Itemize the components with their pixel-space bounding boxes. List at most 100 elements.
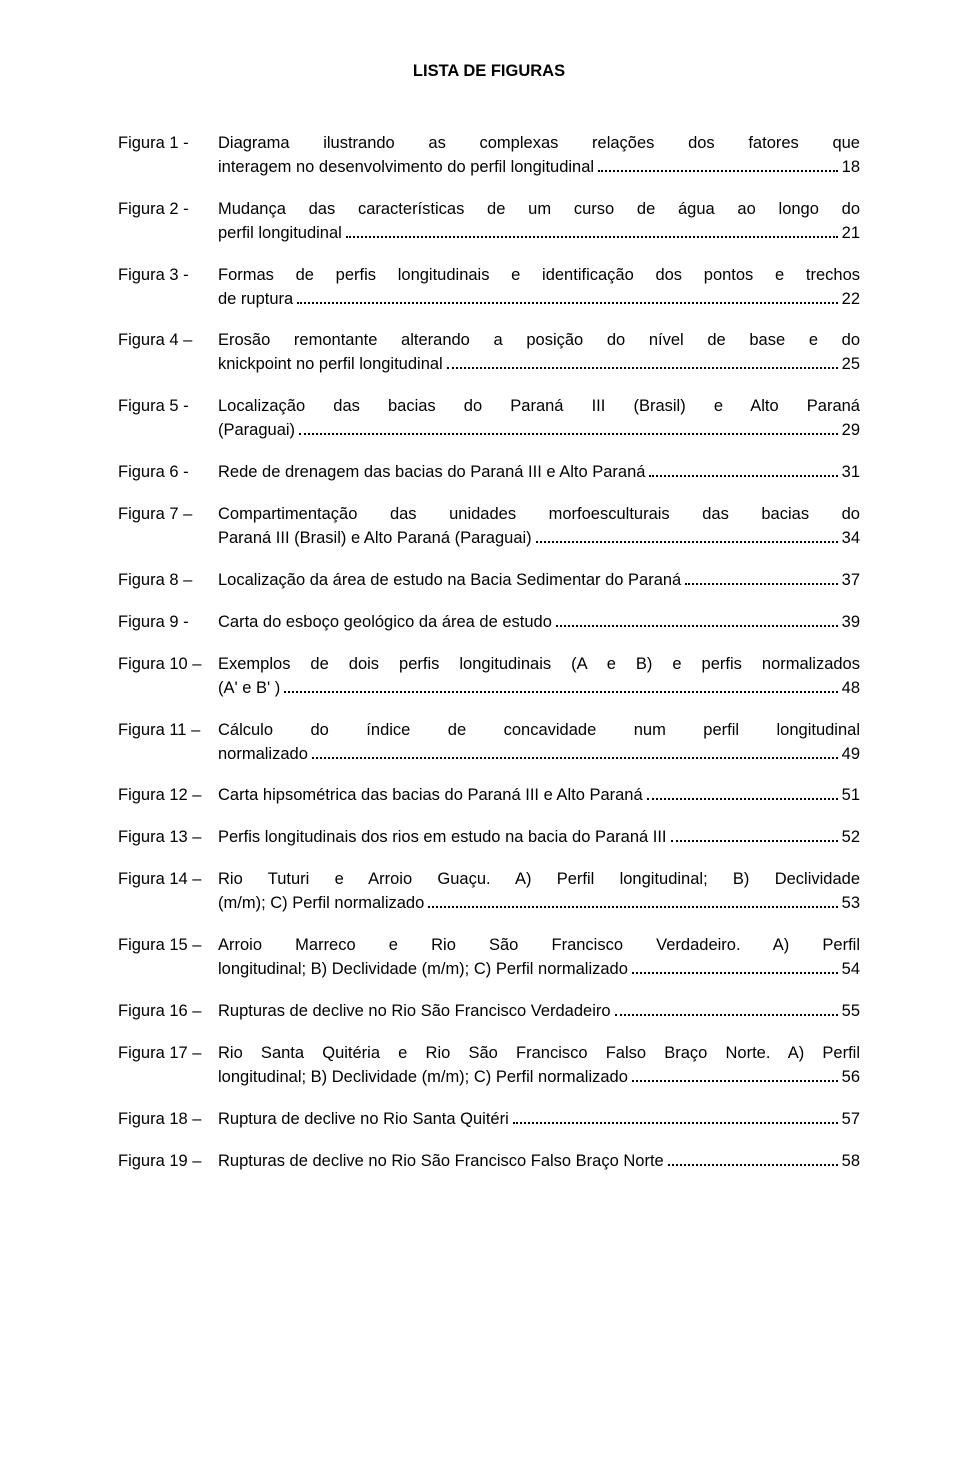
dot-leader: [668, 1151, 838, 1166]
figure-label: Figura 9 -: [118, 611, 218, 635]
dot-leader: [671, 828, 838, 843]
page-number: 54: [842, 958, 860, 982]
figure-description-text: Formas de perfis longitudinais e identif…: [218, 264, 860, 288]
dot-leader: [299, 420, 838, 435]
figure-description-text: Exemplos de dois perfis longitudinais (A…: [218, 653, 860, 677]
dot-leader: [346, 223, 838, 238]
page-number: 21: [842, 222, 860, 246]
figure-entry: Figura 17 –Rio Santa Quitéria e Rio São …: [118, 1042, 860, 1090]
page-number: 22: [842, 288, 860, 312]
figure-label: Figura 11 –: [118, 719, 218, 743]
figure-description-text: Erosão remontante alterando a posição do…: [218, 329, 860, 353]
figure-description: Rede de drenagem das bacias do Paraná II…: [218, 461, 860, 485]
figure-last-line: Rupturas de declive no Rio São Francisco…: [218, 1000, 860, 1024]
page-number: 51: [842, 784, 860, 808]
figure-description: Rupturas de declive no Rio São Francisco…: [218, 1150, 860, 1174]
figure-last-line: Perfis longitudinais dos rios em estudo …: [218, 826, 860, 850]
figure-last-line: perfil longitudinal 21: [218, 222, 860, 246]
page-number: 57: [842, 1108, 860, 1132]
figure-label: Figura 7 –: [118, 503, 218, 527]
figure-description: Rupturas de declive no Rio São Francisco…: [218, 1000, 860, 1024]
dot-leader: [536, 528, 838, 543]
figure-last-text: Rede de drenagem das bacias do Paraná II…: [218, 461, 645, 485]
figure-entry: Figura 7 –Compartimentação das unidades …: [118, 503, 860, 551]
figure-last-text: (A' e B' ): [218, 677, 280, 701]
page-number: 53: [842, 892, 860, 916]
figure-last-text: Localização da área de estudo na Bacia S…: [218, 569, 681, 593]
figure-last-text: Paraná III (Brasil) e Alto Paraná (Parag…: [218, 527, 532, 551]
figure-description: Rio Tuturi e Arroio Guaçu. A) Perfil lon…: [218, 868, 860, 916]
figure-last-text: normalizado: [218, 743, 308, 767]
figure-description-text: Cálculo do índice de concavidade num per…: [218, 719, 860, 743]
figure-list: Figura 1 -Diagrama ilustrando as complex…: [118, 132, 860, 1174]
figure-label: Figura 12 –: [118, 784, 218, 808]
figure-description: Carta do esboço geológico da área de est…: [218, 611, 860, 635]
figure-last-text: perfil longitudinal: [218, 222, 342, 246]
figure-label: Figura 5 -: [118, 395, 218, 419]
figure-last-text: Carta hipsométrica das bacias do Paraná …: [218, 784, 643, 808]
figure-label: Figura 19 –: [118, 1150, 218, 1174]
figure-last-line: de ruptura 22: [218, 288, 860, 312]
figure-entry: Figura 13 –Perfis longitudinais dos rios…: [118, 826, 860, 850]
figure-last-line: knickpoint no perfil longitudinal25: [218, 353, 860, 377]
page-number: 49: [842, 743, 860, 767]
dot-leader: [685, 570, 837, 585]
figure-description: Erosão remontante alterando a posição do…: [218, 329, 860, 377]
dot-leader: [632, 959, 838, 974]
figure-last-line: Rupturas de declive no Rio São Francisco…: [218, 1150, 860, 1174]
page-title: LISTA DE FIGURAS: [118, 60, 860, 84]
figure-last-line: (Paraguai)29: [218, 419, 860, 443]
figure-last-line: Localização da área de estudo na Bacia S…: [218, 569, 860, 593]
dot-leader: [297, 289, 837, 304]
figure-last-line: (A' e B' ) 48: [218, 677, 860, 701]
figure-last-line: interagem no desenvolvimento do perfil l…: [218, 156, 860, 180]
figure-entry: Figura 2 -Mudança das características de…: [118, 198, 860, 246]
figure-entry: Figura 4 –Erosão remontante alterando a …: [118, 329, 860, 377]
figure-entry: Figura 14 –Rio Tuturi e Arroio Guaçu. A)…: [118, 868, 860, 916]
figure-entry: Figura 18 –Ruptura de declive no Rio San…: [118, 1108, 860, 1132]
figure-description: Diagrama ilustrando as complexas relaçõe…: [218, 132, 860, 180]
figure-description-text: Mudança das características de um curso …: [218, 198, 860, 222]
figure-description-text: Localização das bacias do Paraná III (Br…: [218, 395, 860, 419]
figure-description: Formas de perfis longitudinais e identif…: [218, 264, 860, 312]
dot-leader: [312, 744, 838, 759]
figure-entry: Figura 10 –Exemplos de dois perfis longi…: [118, 653, 860, 701]
page-number: 55: [842, 1000, 860, 1024]
figure-description: Mudança das características de um curso …: [218, 198, 860, 246]
page-number: 29: [842, 419, 860, 443]
figure-entry: Figura 1 -Diagrama ilustrando as complex…: [118, 132, 860, 180]
figure-label: Figura 13 –: [118, 826, 218, 850]
figure-last-text: longitudinal; B) Declividade (m/m); C) P…: [218, 958, 628, 982]
page-number: 34: [842, 527, 860, 551]
figure-label: Figura 15 –: [118, 934, 218, 958]
dot-leader: [647, 786, 838, 801]
figure-last-line: Carta hipsométrica das bacias do Paraná …: [218, 784, 860, 808]
figure-last-text: interagem no desenvolvimento do perfil l…: [218, 156, 594, 180]
dot-leader: [447, 355, 838, 370]
figure-last-text: Ruptura de declive no Rio Santa Quitéri: [218, 1108, 509, 1132]
figure-last-line: longitudinal; B) Declividade (m/m); C) P…: [218, 958, 860, 982]
page-number: 31: [842, 461, 860, 485]
dot-leader: [632, 1067, 838, 1082]
figure-description: Compartimentação das unidades morfoescul…: [218, 503, 860, 551]
figure-last-text: de ruptura: [218, 288, 293, 312]
figure-entry: Figura 8 –Localização da área de estudo …: [118, 569, 860, 593]
figure-description: Perfis longitudinais dos rios em estudo …: [218, 826, 860, 850]
figure-description: Rio Santa Quitéria e Rio São Francisco F…: [218, 1042, 860, 1090]
dot-leader: [598, 157, 838, 172]
figure-label: Figura 16 –: [118, 1000, 218, 1024]
figure-last-text: Carta do esboço geológico da área de est…: [218, 611, 552, 635]
figure-last-text: longitudinal; B) Declividade (m/m); C) P…: [218, 1066, 628, 1090]
figure-label: Figura 18 –: [118, 1108, 218, 1132]
figure-description-text: Rio Tuturi e Arroio Guaçu. A) Perfil lon…: [218, 868, 860, 892]
figure-last-line: Paraná III (Brasil) e Alto Paraná (Parag…: [218, 527, 860, 551]
figure-entry: Figura 11 –Cálculo do índice de concavid…: [118, 719, 860, 767]
dot-leader: [513, 1109, 838, 1124]
figure-description: Arroio Marreco e Rio São Francisco Verda…: [218, 934, 860, 982]
figure-entry: Figura 9 -Carta do esboço geológico da á…: [118, 611, 860, 635]
page-number: 48: [842, 677, 860, 701]
figure-last-text: Rupturas de declive no Rio São Francisco…: [218, 1150, 664, 1174]
figure-entry: Figura 16 –Rupturas de declive no Rio Sã…: [118, 1000, 860, 1024]
figure-description: Exemplos de dois perfis longitudinais (A…: [218, 653, 860, 701]
page-number: 18: [842, 156, 860, 180]
